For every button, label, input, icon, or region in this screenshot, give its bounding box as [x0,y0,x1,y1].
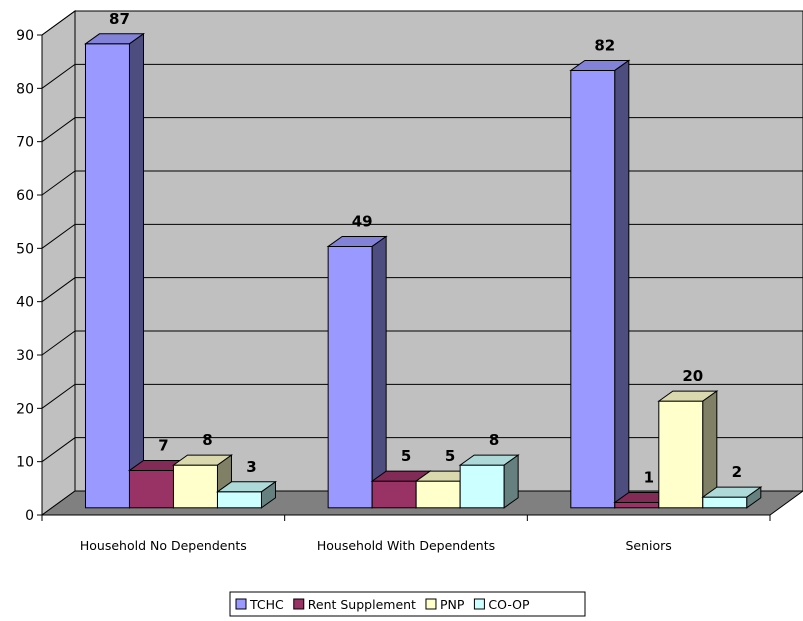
bar-front [172,464,218,509]
y-tick-label: 60 [16,188,34,204]
legend: TCHC Rent Supplement PNP CO-OP [229,591,586,617]
bar-front [702,496,748,509]
bar-front [327,245,373,509]
gridline [41,330,803,356]
data-label: 2 [732,463,742,481]
legend-item: TCHC [235,597,284,612]
data-label: 5 [401,447,411,465]
bar [657,390,719,509]
data-label: 49 [352,212,373,230]
legend-label: CO-OP [488,597,530,612]
legend-label: Rent Supplement [308,597,416,612]
bar-front [658,400,704,509]
y-tick-label: 40 [16,295,34,311]
legend-box [229,591,586,617]
bar-side [371,235,387,509]
data-label: 8 [489,431,499,449]
bar-front [570,69,616,509]
gridline [41,63,803,89]
bar-front [415,480,461,509]
legend-label: PNP [440,597,465,612]
axes: 0 10 20 30 40 50 60 70 80 90 Household No Dependen… [16,28,771,553]
bars [83,32,763,509]
legend-swatch [425,598,437,610]
bar-front [459,464,505,509]
bar-front [84,43,130,509]
bar [215,480,278,509]
bar-side [503,454,519,509]
gridline [41,170,803,196]
bar [701,486,763,509]
gridline [41,437,803,463]
y-tick-label: 50 [16,241,34,257]
bar-front [128,469,174,509]
data-label: 7 [158,436,168,454]
legend-item: PNP [425,597,465,612]
y-tick-label: 90 [16,28,34,44]
y-tick-label: 20 [16,401,34,417]
bar-front [371,480,417,509]
x-tick-label: Household With Dependents [317,538,495,553]
gridline [41,117,803,143]
legend-swatch [235,598,247,610]
legend-swatch [293,598,305,610]
bar-front [216,491,262,509]
gridline [41,277,803,303]
data-label: 87 [109,10,130,28]
bar [569,59,631,509]
data-label: 3 [246,458,256,476]
bar-side [614,59,630,509]
data-labels: 87 7 8 3 49 5 5 8 82 1 20 2 [109,10,742,487]
gridline [41,10,803,36]
data-label: 5 [445,447,455,465]
y-tick-label: 30 [16,348,34,364]
y-tick-label: 80 [16,81,34,97]
y-tick-label: 10 [16,455,34,471]
bar-front [614,501,660,509]
gridlines [41,10,803,463]
bar-side [746,486,762,509]
legend-item: CO-OP [473,597,530,612]
bar [171,454,234,509]
y-tick-label: 70 [16,135,34,151]
x-tick-label: Seniors [626,538,672,553]
data-label: 1 [644,468,654,486]
data-label: 82 [594,36,615,54]
data-label: 8 [202,431,212,449]
bar-side [260,480,276,509]
bar [326,235,388,509]
bar [458,454,520,509]
data-label: 20 [682,367,703,385]
y-tick-label: 0 [25,508,34,524]
legend-swatch [473,598,485,610]
gridline [41,223,803,249]
bar [83,32,146,509]
side-wall [41,10,76,516]
legend-label: TCHC [249,597,284,612]
x-tick-label: Household No Dependents [80,538,247,553]
gridline [41,383,803,409]
bar-side [128,32,144,509]
legend-item: Rent Supplement [293,597,416,612]
